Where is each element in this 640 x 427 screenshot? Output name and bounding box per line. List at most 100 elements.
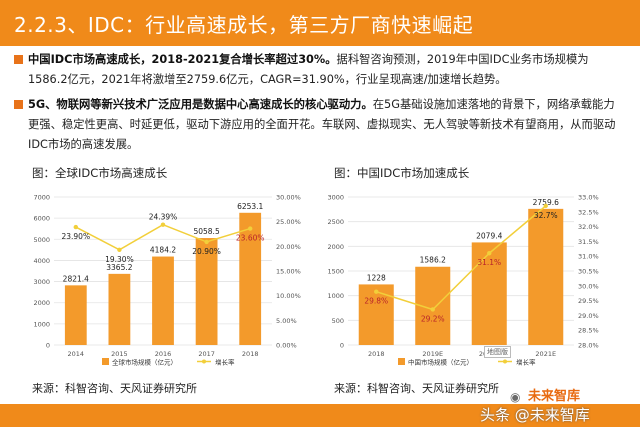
growth-point (204, 239, 209, 245)
header-bar: 2.2.3、IDC：行业高速成长，第三方厂商快速崛起 (0, 0, 640, 46)
y2-tick-label: 28.5% (578, 327, 599, 335)
bar-value-label: 2759.6 (533, 198, 559, 207)
y2-tick-label: 30.0% (578, 282, 599, 290)
x-tick-label: 2018 (242, 350, 259, 358)
growth-label: 23.90% (61, 232, 90, 241)
bullet-2: 5G、物联网等新兴技术广泛应用是数据中心高速成长的核心驱动力。在5G基础设施加速… (14, 95, 622, 155)
bullet-square-icon (14, 55, 23, 64)
growth-point (374, 289, 379, 294)
y2-tick-label: 28.0% (578, 342, 599, 350)
y-tick-label: 500 (332, 317, 344, 325)
growth-label: 29.2% (421, 314, 445, 323)
y-tick-label: 1000 (327, 292, 344, 300)
y-tick-label: 2000 (33, 299, 50, 307)
bar-value-label: 2079.4 (476, 231, 502, 240)
y2-tick-label: 30.00% (276, 194, 301, 202)
y2-tick-label: 15.00% (276, 268, 301, 276)
y2-tick-label: 29.5% (578, 297, 599, 305)
bullet-2-bold: 5G、物联网等新兴技术广泛应用是数据中心高速成长的核心驱动力。 (28, 98, 373, 111)
y2-tick-label: 33.0% (578, 194, 599, 202)
x-tick-label: 2017 (198, 350, 215, 358)
bar-value-label: 6253.1 (237, 202, 263, 211)
page-title: 2.2.3、IDC：行业高速成长，第三方厂商快速崛起 (14, 13, 474, 37)
y-tick-label: 0 (46, 342, 50, 350)
global-idc-chart: 0 1000 2000 3000 4000 5000 6000 7000 0.00% 5.00% 1… (33, 194, 301, 367)
bar-value-label: 5058.5 (193, 227, 219, 236)
growth-point (160, 222, 166, 227)
y2-tick-label: 31.0% (578, 253, 599, 261)
growth-label: 20.90% (192, 247, 221, 256)
y2-tick-label: 32.5% (578, 208, 599, 216)
y2-tick-label: 20.00% (276, 243, 301, 251)
china-idc-chart: 0 500 1000 1500 2000 2500 3000 28.0% 28.5% 29.0% 2… (327, 194, 599, 367)
y-tick-label: 1500 (327, 268, 344, 276)
growth-label: 24.39% (149, 213, 178, 222)
y2-tick-label: 31.5% (578, 238, 599, 246)
right-figure-caption: 图：中国IDC市场加速成长 (334, 166, 470, 180)
legend-bar-label: 全球市场规模（亿元） (112, 358, 177, 367)
y2-tick-label: 29.0% (578, 312, 599, 320)
bar-value-label: 1228 (367, 273, 386, 282)
growth-label: 23.60% (236, 234, 265, 243)
x-tick-label: 2014 (68, 350, 85, 358)
y-tick-label: 3000 (327, 194, 344, 202)
y2-tick-label: 30.5% (578, 268, 599, 276)
legend-line-label: 增长率 (215, 358, 235, 367)
bar (64, 285, 87, 345)
growth-point (117, 247, 122, 252)
bar-value-label: 1586.2 (420, 256, 446, 265)
growth-point (73, 224, 78, 230)
legend-bar-swatch (398, 358, 405, 365)
y-tick-label: 7000 (33, 194, 50, 202)
y-tick-label: 2500 (327, 218, 344, 226)
bar-value-label: 3365.2 (106, 263, 132, 272)
y-tick-label: 5000 (33, 236, 50, 244)
y2-tick-label: 32.0% (578, 223, 599, 231)
growth-point (487, 251, 492, 256)
bar-value-label: 4184.2 (150, 246, 176, 255)
x-tick-label: 2018 (368, 350, 385, 358)
y-tick-label: 2000 (327, 243, 344, 251)
y-tick-label: 0 (340, 342, 344, 350)
left-figure-caption: 图：全球IDC市场高速成长 (32, 166, 168, 180)
bar (108, 273, 131, 345)
bar-value-label: 2821.4 (63, 274, 89, 283)
eye-icon: ◉ (510, 390, 521, 404)
map-stamp: 地图版 (484, 346, 511, 358)
growth-point (430, 307, 435, 312)
bullet-square-icon (14, 100, 23, 109)
footer-bar (0, 404, 640, 427)
legend-bar-swatch (102, 358, 109, 365)
bar (471, 242, 507, 345)
y2-tick-label: 5.00% (276, 317, 297, 325)
y2-tick-label: 0.00% (276, 342, 297, 350)
growth-label: 29.8% (364, 297, 388, 306)
left-figure-source: 来源：科智咨询、天风证券研究所 (32, 382, 197, 395)
x-tick-label: 2015 (111, 350, 128, 358)
legend-line-dot (202, 359, 206, 364)
bar (528, 208, 564, 345)
watermark-brand: 未来智库 (528, 389, 581, 404)
bar (239, 212, 262, 345)
bullet-1-text: 据科智咨询预测，2019年中国IDC业务市场规模为1586.2亿元，2021年将… (28, 53, 589, 86)
legend-line-label: 增长率 (516, 358, 536, 367)
growth-line (376, 205, 547, 311)
bar (195, 238, 218, 345)
y-tick-label: 4000 (33, 257, 50, 265)
y-tick-label: 1000 (33, 320, 50, 328)
y2-tick-label: 25.00% (276, 218, 301, 226)
bullet-1-bold: 中国IDC市场高速成长，2018-2021复合增长率超过30%。 (28, 53, 337, 66)
x-tick-label: 2019E (422, 350, 443, 358)
right-figure-source: 来源：科智咨询、天风证券研究所 (334, 382, 499, 395)
y-tick-label: 3000 (33, 278, 50, 286)
y2-tick-label: 10.00% (276, 292, 301, 300)
growth-label: 19.30% (105, 255, 134, 264)
x-tick-label: 2016 (155, 350, 172, 358)
y-tick-label: 6000 (33, 215, 50, 223)
bullet-1: 中国IDC市场高速成长，2018-2021复合增长率超过30%。据科智咨询预测，… (14, 50, 622, 90)
legend-bar-label: 中国市场规模（亿元） (408, 358, 473, 367)
watermark-handle: 头条 @未来智库 (480, 406, 590, 424)
x-tick-label: 2021E (535, 350, 556, 358)
bar (152, 256, 174, 345)
